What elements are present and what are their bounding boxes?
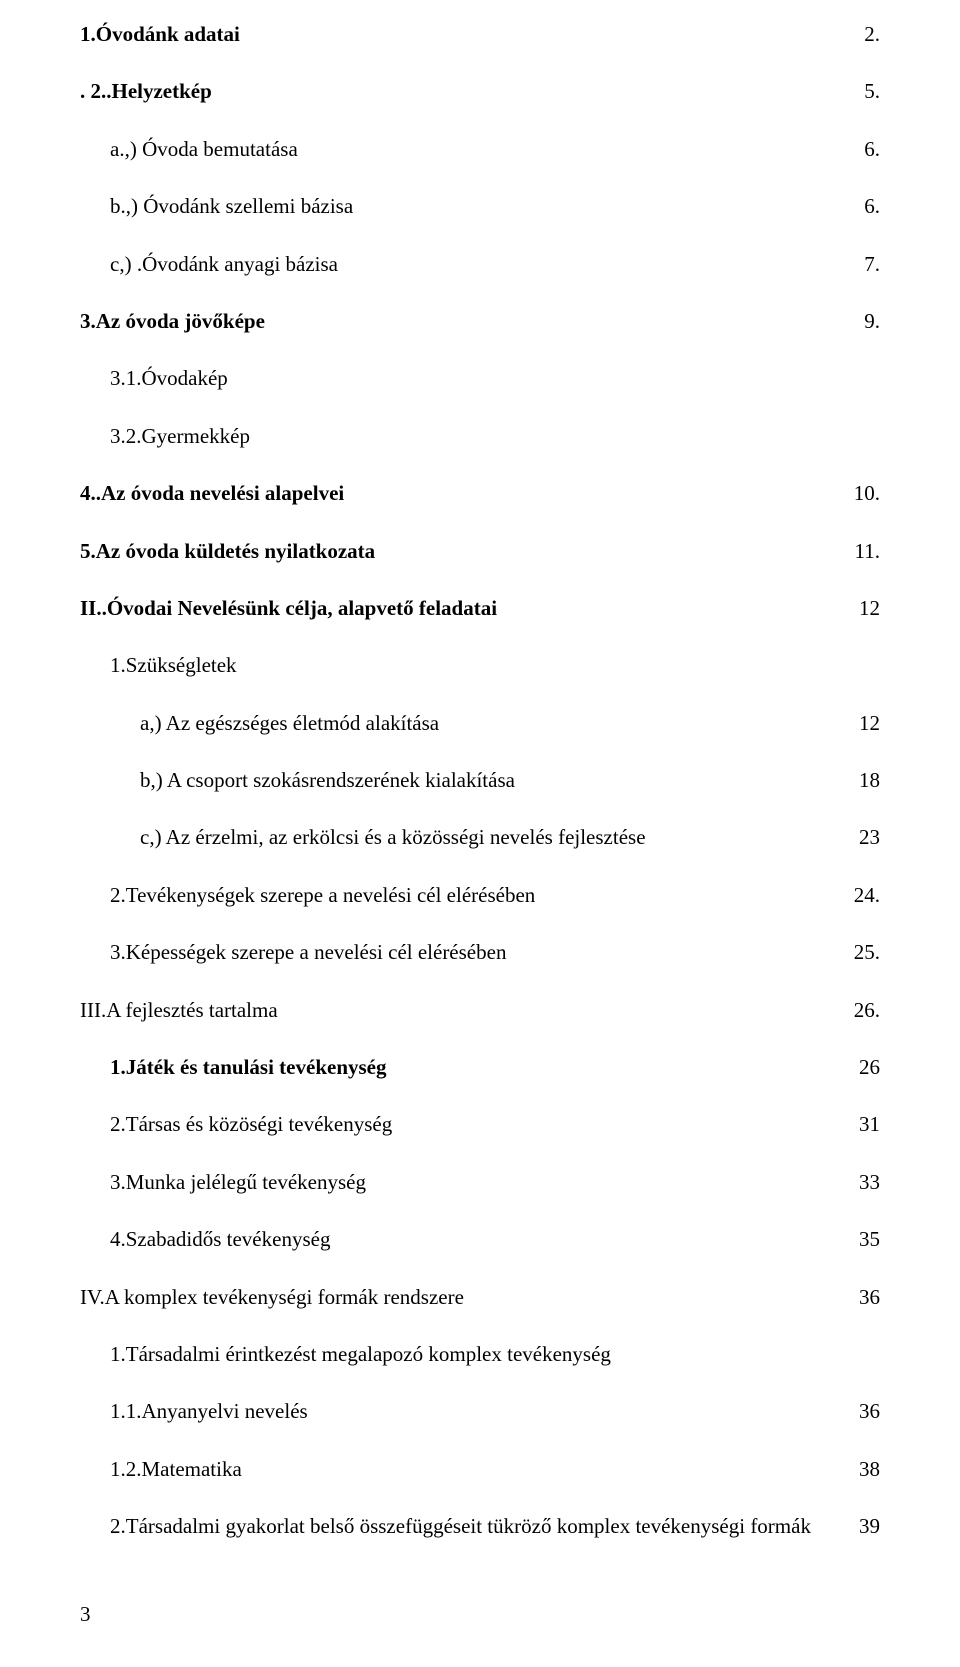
toc-entry: a,) Az egészséges életmód alakítása12 [80,709,880,738]
toc-page: 12 [859,594,880,623]
toc-page: 10. [854,479,880,508]
toc-entry: 1.Játék és tanulási tevékenység26 [80,1053,880,1082]
toc-label: 4.Szabadidős tevékenység [80,1225,859,1254]
toc-label: 3.Munka jelélegű tevékenység [80,1168,859,1197]
toc-entry: 1.2.Matematika38 [80,1455,880,1484]
toc-page: 5. [864,77,880,106]
page-number-footer: 3 [80,1602,880,1627]
toc-page: 6. [864,192,880,221]
toc-label: a,) Az egészséges életmód alakítása [80,709,859,738]
toc-page: 26. [854,996,880,1025]
toc-entry: 4..Az óvoda nevelési alapelvei10. [80,479,880,508]
toc-label: 2.Társadalmi gyakorlat belső összefüggés… [80,1512,859,1541]
toc-entry: IV.A komplex tevékenységi formák rendsze… [80,1283,880,1312]
toc-entry: 1.Óvodánk adatai2. [80,20,880,49]
table-of-contents: 1.Óvodánk adatai2.. 2..Helyzetkép5.a.,) … [80,20,880,1542]
toc-label: 1.1.Anyanyelvi nevelés [80,1397,859,1426]
toc-entry: 3.Az óvoda jövőképe9. [80,307,880,336]
toc-entry: III.A fejlesztés tartalma26. [80,996,880,1025]
toc-label: 1.Szükségletek [80,651,880,680]
toc-entry: 4.Szabadidős tevékenység35 [80,1225,880,1254]
toc-entry: a.,) Óvoda bemutatása6. [80,135,880,164]
toc-label: 2.Társas és közöségi tevékenység [80,1110,859,1139]
toc-entry: c,) .Óvodánk anyagi bázisa7. [80,250,880,279]
toc-page: 36 [859,1397,880,1426]
toc-entry: . 2..Helyzetkép5. [80,77,880,106]
toc-label: 3.Az óvoda jövőképe [80,307,864,336]
toc-label: 3.1.Óvodakép [80,364,880,393]
toc-page: 7. [864,250,880,279]
toc-entry: 1.1.Anyanyelvi nevelés36 [80,1397,880,1426]
toc-entry: 3.Képességek szerepe a nevelési cél elér… [80,938,880,967]
toc-entry: c,) Az érzelmi, az erkölcsi és a közössé… [80,823,880,852]
toc-label: IV.A komplex tevékenységi formák rendsze… [80,1283,859,1312]
toc-page: 23 [859,823,880,852]
toc-page: 39 [859,1512,880,1541]
toc-page: 25. [854,938,880,967]
toc-label: 1.Játék és tanulási tevékenység [80,1053,859,1082]
toc-page: 12 [859,709,880,738]
toc-entry: 2.Tevékenységek szerepe a nevelési cél e… [80,881,880,910]
toc-page: 9. [864,307,880,336]
toc-label: 1.Társadalmi érintkezést megalapozó komp… [80,1340,880,1369]
toc-entry: 3.2.Gyermekkép [80,422,880,451]
toc-entry: 5.Az óvoda küldetés nyilatkozata11. [80,537,880,566]
toc-label: a.,) Óvoda bemutatása [80,135,864,164]
toc-label: 3.Képességek szerepe a nevelési cél elér… [80,938,854,967]
toc-page: 38 [859,1455,880,1484]
toc-entry: b.,) Óvodánk szellemi bázisa6. [80,192,880,221]
toc-label: c,) Az érzelmi, az erkölcsi és a közössé… [80,823,859,852]
toc-entry: 3.Munka jelélegű tevékenység33 [80,1168,880,1197]
toc-page: 36 [859,1283,880,1312]
toc-label: . 2..Helyzetkép [80,77,864,106]
toc-label: 1.Óvodánk adatai [80,20,864,49]
toc-page: 33 [859,1168,880,1197]
toc-label: 3.2.Gyermekkép [80,422,880,451]
toc-entry: 1.Társadalmi érintkezést megalapozó komp… [80,1340,880,1369]
toc-page: 2. [864,20,880,49]
toc-page: 24. [854,881,880,910]
toc-entry: 2.Társas és közöségi tevékenység31 [80,1110,880,1139]
toc-entry: II..Óvodai Nevelésünk célja, alapvető fe… [80,594,880,623]
toc-label: II..Óvodai Nevelésünk célja, alapvető fe… [80,594,859,623]
toc-page: 18 [859,766,880,795]
toc-label: 1.2.Matematika [80,1455,859,1484]
toc-entry: 2.Társadalmi gyakorlat belső összefüggés… [80,1512,880,1541]
toc-label: III.A fejlesztés tartalma [80,996,854,1025]
toc-page: 26 [859,1053,880,1082]
toc-page: 6. [864,135,880,164]
toc-label: b,) A csoport szokásrendszerének kialakí… [80,766,859,795]
toc-page: 31 [859,1110,880,1139]
toc-page: 35 [859,1225,880,1254]
toc-label: 4..Az óvoda nevelési alapelvei [80,479,854,508]
toc-entry: 1.Szükségletek [80,651,880,680]
toc-entry: b,) A csoport szokásrendszerének kialakí… [80,766,880,795]
toc-page: 11. [855,537,880,566]
toc-label: 2.Tevékenységek szerepe a nevelési cél e… [80,881,854,910]
toc-label: c,) .Óvodánk anyagi bázisa [80,250,864,279]
footer-page-num: 3 [80,1602,91,1626]
toc-label: 5.Az óvoda küldetés nyilatkozata [80,537,855,566]
toc-label: b.,) Óvodánk szellemi bázisa [80,192,864,221]
toc-entry: 3.1.Óvodakép [80,364,880,393]
